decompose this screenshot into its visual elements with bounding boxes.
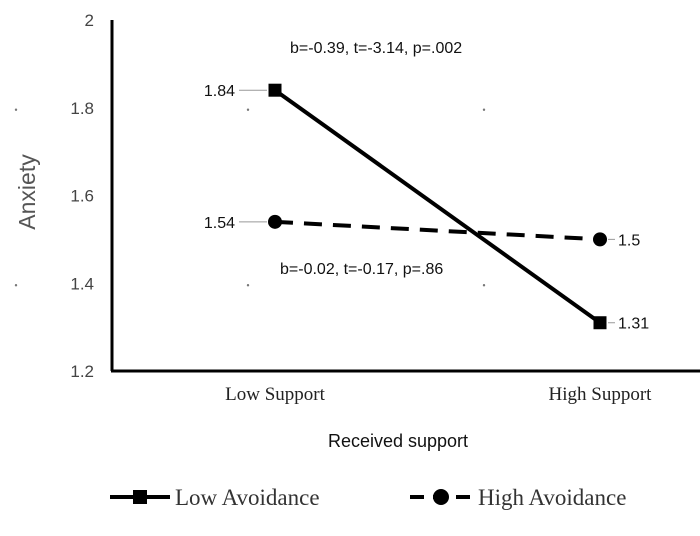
annotation-high-avoidance-stats: b=-0.02, t=-0.17, p=.86 (280, 261, 443, 278)
data-point-low-avoidance-high-support (593, 316, 607, 330)
grid-dot (246, 284, 250, 287)
series-line-low-avoidance (273, 88, 602, 325)
y-tick-labels: 1.2 1.4 1.6 1.8 2 (70, 11, 94, 381)
data-point-low-avoidance-low-support (268, 83, 282, 97)
x-tick-label-low-support: Low Support (225, 384, 325, 405)
legend-marker-low-avoidance (133, 490, 147, 504)
series-line-high-avoidance (274, 219, 601, 242)
annotation-low-avoidance-stats: b=-0.39, t=-3.14, p=.002 (290, 40, 462, 57)
legend: Low Avoidance High Avoidance (110, 485, 626, 510)
grid-dot (482, 284, 486, 287)
data-label-low-avoidance-low-support: 1.84 (204, 83, 235, 100)
y-tick-label: 1.2 (70, 362, 94, 381)
grid-dot (14, 108, 18, 111)
data-label-high-avoidance-low-support: 1.54 (204, 215, 235, 232)
legend-label-low-avoidance: Low Avoidance (175, 485, 320, 510)
grid-dot (482, 108, 486, 111)
grid-dot (246, 108, 250, 111)
legend-marker-high-avoidance (433, 489, 449, 505)
y-tick-label: 1.6 (70, 187, 94, 206)
data-label-low-avoidance-high-support: 1.31 (618, 316, 649, 333)
legend-label-high-avoidance: High Avoidance (478, 485, 626, 510)
x-tick-label-high-support: High Support (549, 384, 653, 405)
y-tick-label: 1.4 (70, 274, 94, 293)
data-point-high-avoidance-high-support (593, 232, 607, 247)
x-axis-title: Received support (328, 431, 468, 451)
y-axis-title: Anxiety (14, 154, 40, 230)
y-tick-label: 2 (85, 11, 94, 30)
data-label-high-avoidance-high-support: 1.5 (618, 232, 640, 249)
data-point-high-avoidance-low-support (268, 214, 282, 229)
grid-dot (14, 284, 18, 287)
grid-dots (14, 108, 486, 287)
y-tick-label: 1.8 (70, 99, 94, 118)
